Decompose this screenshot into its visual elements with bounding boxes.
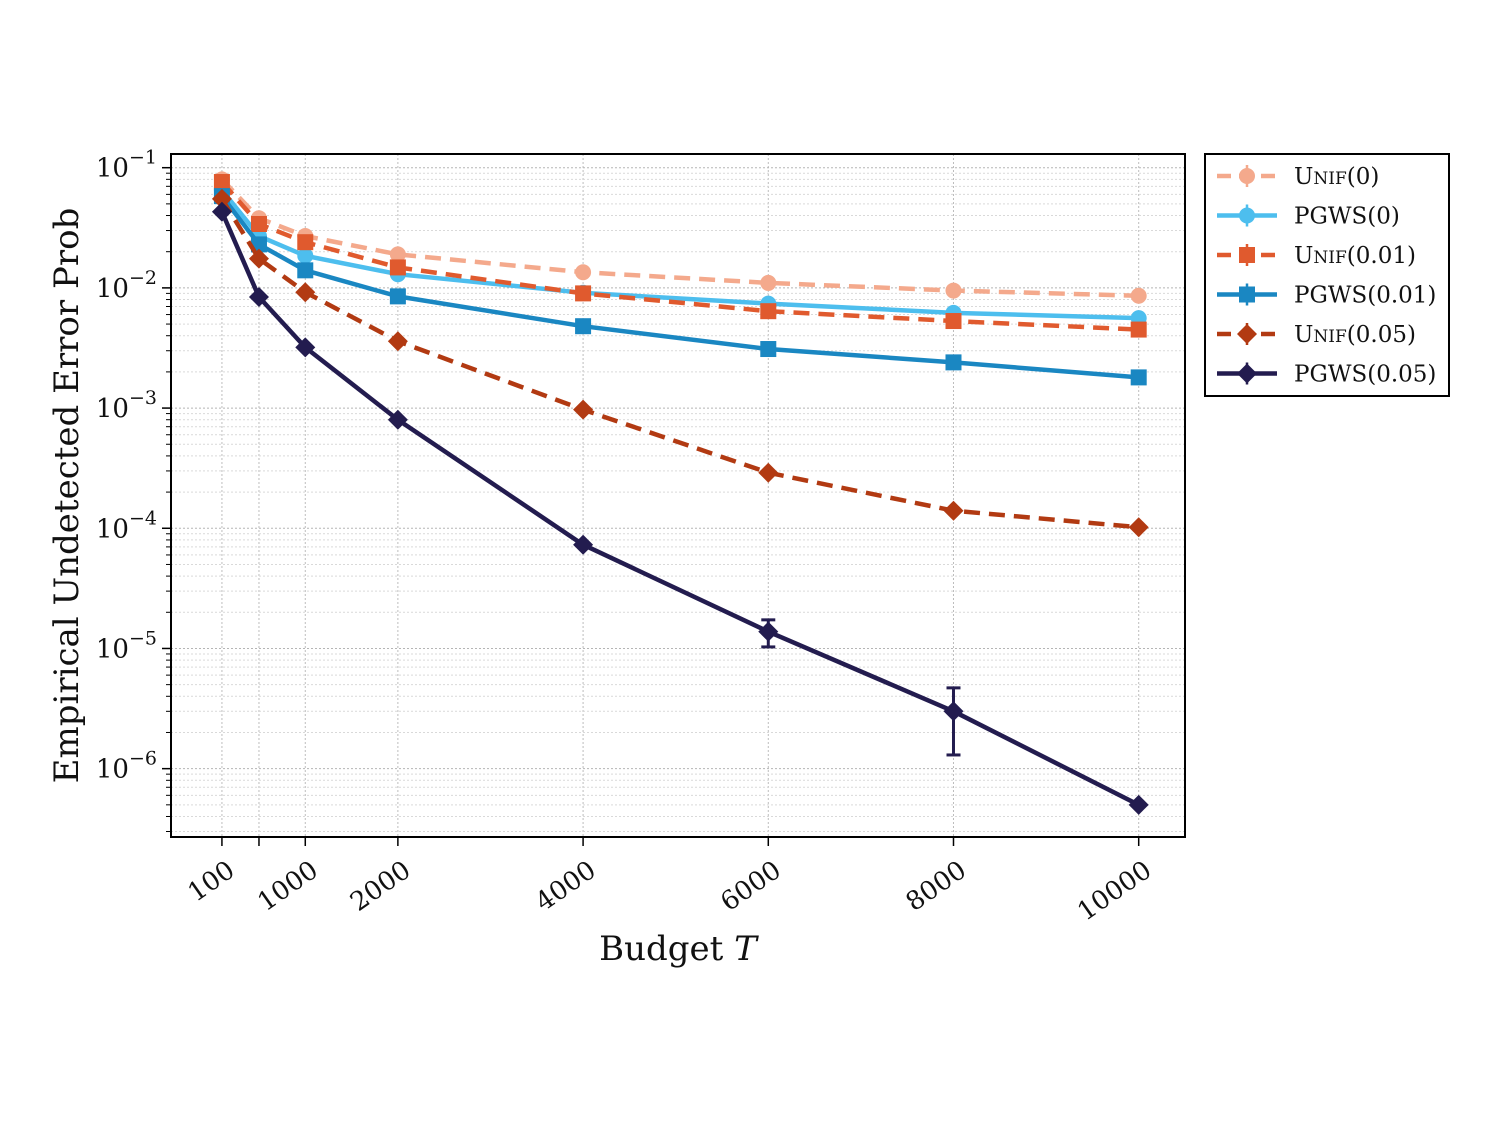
data-point	[943, 500, 964, 521]
data-point	[1130, 321, 1147, 338]
x-tick-label: 100	[183, 855, 241, 908]
x-tick-label: 6000	[715, 855, 786, 918]
legend-swatch-marker	[1237, 324, 1257, 344]
y-tick-label: 10−2	[96, 267, 157, 304]
data-point	[575, 318, 592, 335]
legend-swatch-marker	[1239, 207, 1255, 224]
series-unif-0-01-	[213, 174, 1147, 338]
series-unif-0-05-	[211, 188, 1149, 538]
data-point	[575, 285, 592, 302]
data-point	[297, 247, 314, 264]
data-point	[1128, 794, 1149, 815]
data-point	[387, 409, 408, 430]
data-point	[1130, 369, 1147, 386]
legend-box	[1204, 153, 1450, 397]
data-point	[573, 399, 594, 420]
series-line	[220, 177, 1139, 299]
data-point	[760, 303, 777, 320]
legend-label: PGWS(0.01)	[1294, 283, 1436, 309]
grid-layer	[171, 154, 1185, 837]
series-pgws-0-01-	[213, 188, 1147, 386]
series-layer	[211, 171, 1149, 815]
data-point	[760, 274, 777, 291]
x-tick-label: 2000	[345, 855, 416, 918]
y-tick-label: 10−6	[96, 748, 157, 785]
data-point	[943, 701, 964, 722]
data-point	[760, 341, 777, 358]
data-point	[389, 246, 406, 263]
legend-entry: UNIF(0)	[1217, 164, 1379, 190]
y-tick-label: 10−3	[96, 387, 157, 424]
data-point	[248, 248, 269, 269]
data-point	[389, 259, 406, 276]
series-line	[220, 197, 1139, 530]
data-point	[389, 288, 406, 305]
series-line	[220, 194, 1139, 380]
legend-items: UNIF(0) PGWS(0) UNIF(0.01) PGWS(0.01) UNIF(0…	[1217, 164, 1436, 388]
legend-swatch-marker	[1239, 286, 1255, 303]
series-line	[219, 210, 1140, 807]
data-point	[297, 234, 314, 251]
x-tick-label: 4000	[530, 855, 601, 918]
data-point	[213, 174, 230, 191]
y-tick-label: 10−4	[96, 507, 157, 544]
legend-swatch-marker	[1237, 363, 1257, 384]
data-point	[1128, 517, 1149, 538]
data-point	[758, 462, 779, 483]
data-point	[211, 188, 232, 209]
data-point	[387, 331, 408, 352]
y-axis-label: Empirical Undetected Error Prob	[47, 208, 87, 784]
legend-entry: UNIF(0.01)	[1217, 243, 1416, 269]
data-point	[573, 534, 594, 555]
x-tick-label: 10000	[1072, 855, 1157, 927]
x-tick-label: 1000	[252, 855, 323, 918]
legend-swatch-marker	[1239, 168, 1255, 184]
data-point	[297, 262, 314, 279]
data-point	[295, 337, 316, 358]
legend-swatch-marker	[1239, 247, 1255, 263]
data-point	[248, 286, 269, 307]
y-tick-label: 10−5	[96, 627, 157, 664]
legend: UNIF(0) PGWS(0) UNIF(0.01) PGWS(0.01) UNIF(0…	[1204, 153, 1450, 397]
legend-label: PGWS(0.05)	[1294, 362, 1436, 388]
data-point	[1130, 287, 1147, 304]
legend-entry: PGWS(0.01)	[1217, 283, 1436, 309]
series-pgws-0-05-	[211, 201, 1149, 815]
data-point	[575, 264, 592, 281]
legend-entry: UNIF(0.05)	[1217, 322, 1416, 348]
legend-entry: PGWS(0.05)	[1217, 362, 1436, 388]
data-point	[945, 354, 962, 371]
data-point	[250, 216, 267, 233]
plot-frame	[170, 153, 1186, 838]
data-point	[758, 621, 779, 642]
legend-label: UNIF(0.05)	[1294, 322, 1416, 348]
legend-label: UNIF(0)	[1294, 164, 1379, 190]
series-line	[220, 188, 1139, 321]
x-tick-label: 8000	[901, 855, 972, 918]
y-tick-label: 10−1	[96, 147, 157, 184]
x-axis-label: Budget T	[599, 929, 759, 969]
data-point	[211, 201, 232, 222]
data-point	[295, 282, 316, 303]
legend-label: UNIF(0.01)	[1294, 243, 1416, 269]
data-point	[945, 282, 962, 299]
data-point	[945, 313, 962, 330]
legend-entry: PGWS(0)	[1217, 204, 1400, 230]
legend-label: PGWS(0)	[1294, 204, 1400, 230]
